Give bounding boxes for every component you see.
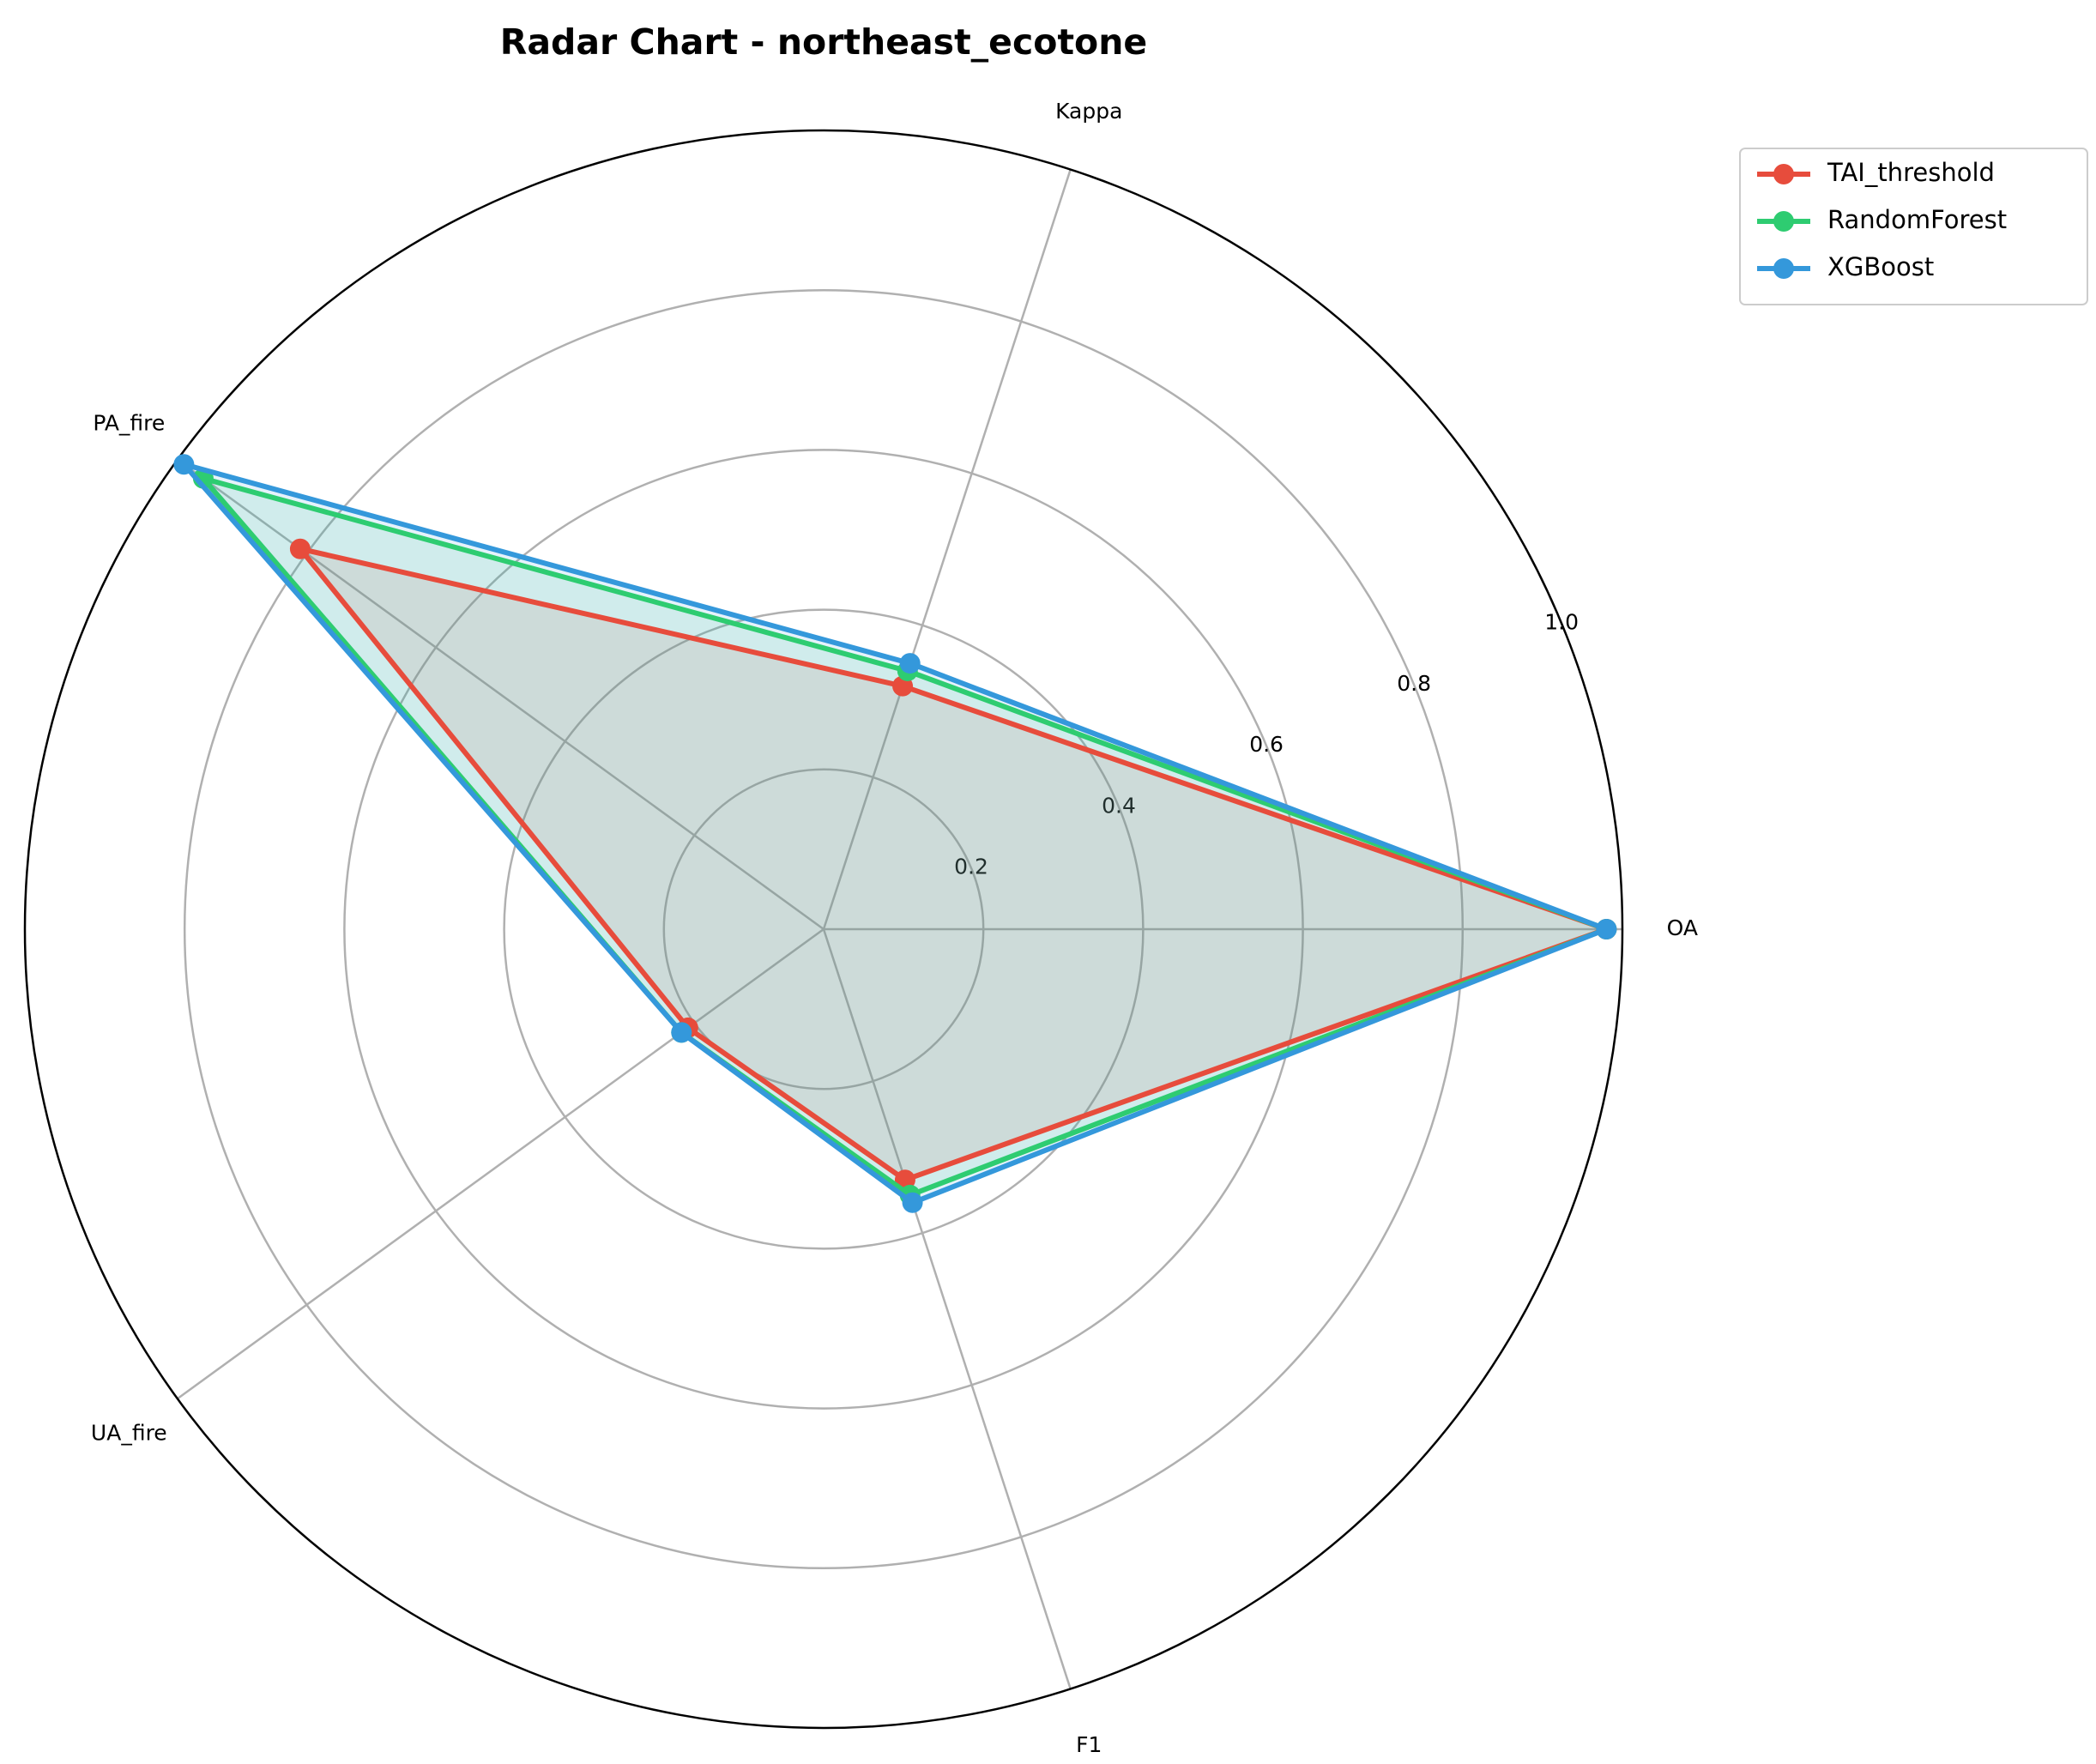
spoke: [822, 169, 1072, 930]
spoke: [822, 928, 1072, 1689]
series-marker: [899, 653, 921, 674]
legend-marker: [1773, 258, 1794, 279]
series-area: [299, 548, 1607, 1181]
series-line: [181, 462, 1610, 1205]
series-area: [202, 478, 1607, 1195]
legend: TAI_threshold RandomForest XGBoost: [1739, 148, 2088, 305]
category-label: F1: [1076, 1732, 1102, 1757]
r-tick-label: 0.6: [1249, 732, 1284, 757]
legend-marker: [1773, 211, 1794, 232]
spoke: [177, 458, 825, 931]
series-marker: [173, 454, 195, 475]
r-tick-label: 0.4: [1102, 793, 1136, 818]
series-line: [200, 475, 1610, 1198]
legend-label: TAI_threshold: [1827, 158, 1995, 187]
category-label: OA: [1667, 915, 1698, 940]
series-marker: [1596, 919, 1617, 939]
r-tick-label: 0.8: [1397, 671, 1431, 696]
category-label: UA_fire: [91, 1420, 167, 1445]
r-tick-label: 0.2: [954, 855, 988, 879]
series-area: [184, 464, 1607, 1203]
spoke: [177, 927, 825, 1400]
series-line: [297, 546, 1610, 1183]
category-label: Kappa: [1055, 99, 1122, 124]
chart-title: Radar Chart - northeast_ecotone: [500, 21, 1147, 63]
legend-box: [1739, 148, 2088, 305]
category-label: PA_fire: [93, 411, 165, 436]
series-marker: [902, 1192, 923, 1213]
legend-marker: [1773, 164, 1794, 184]
legend-label: XGBoost: [1827, 252, 1934, 281]
outer-frame: [23, 129, 1624, 1730]
legend-label: RandomForest: [1827, 205, 2007, 234]
series-marker: [671, 1022, 692, 1043]
series-marker: [289, 538, 311, 559]
plot-area: [173, 454, 1617, 1213]
